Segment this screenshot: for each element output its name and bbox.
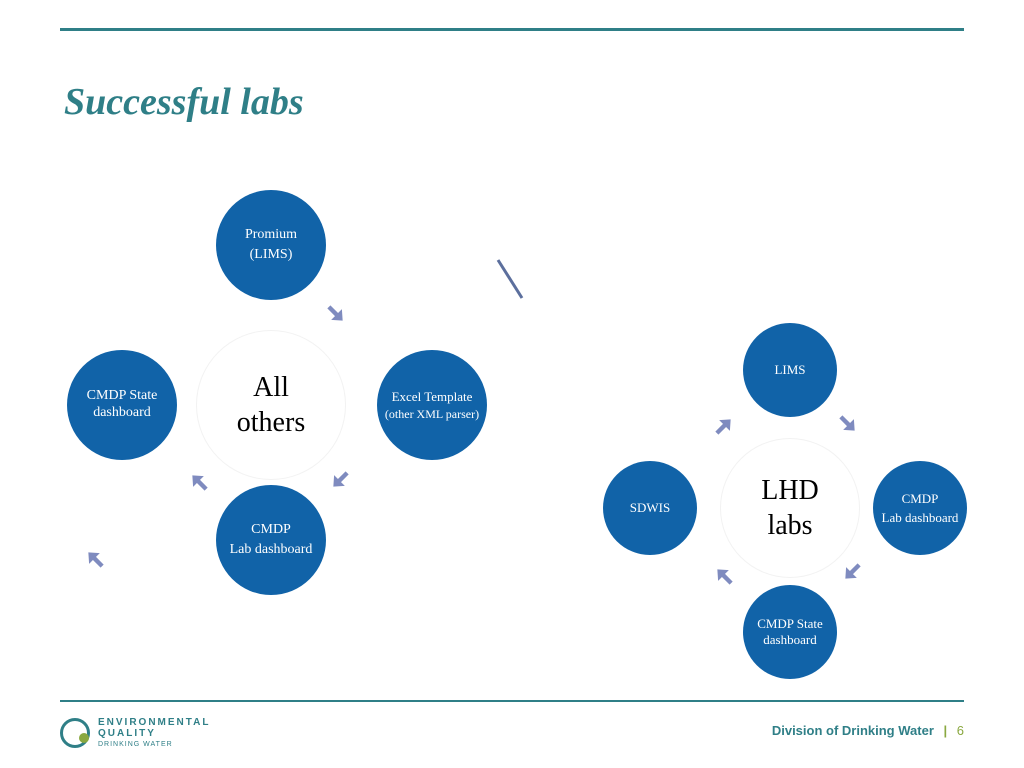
logo-line1: ENVIRONMENTAL <box>98 717 210 728</box>
text: (other XML parser) <box>381 407 483 421</box>
separator: | <box>944 723 948 738</box>
text: All <box>253 372 289 404</box>
arrow-icon <box>317 295 354 332</box>
node-lims: LIMS <box>743 323 837 417</box>
text: Lab dashboard <box>222 542 321 559</box>
arrow-icon <box>323 461 360 498</box>
arrow-icon <box>829 405 866 442</box>
text: Excel Template <box>386 389 479 405</box>
arrow-icon <box>182 465 219 502</box>
logo-line3: DRINKING WATER <box>98 741 210 748</box>
footer-logo: ENVIRONMENTAL QUALITY DRINKING WATER <box>60 717 210 748</box>
text: CMDP State dashboard <box>743 616 837 647</box>
decorative-stroke <box>494 256 528 304</box>
arrow-icon <box>78 542 115 579</box>
footer-right: Division of Drinking Water | 6 <box>772 723 964 738</box>
node-sdwis: SDWIS <box>603 461 697 555</box>
text: LHD <box>761 475 819 507</box>
text: LIMS <box>774 362 805 378</box>
text: CMDP <box>251 522 291 539</box>
arrow-icon <box>707 559 744 596</box>
text: SDWIS <box>630 500 670 516</box>
text: (LIMS) <box>250 247 293 264</box>
slide-title: Successful labs <box>64 80 304 124</box>
bottom-rule <box>60 700 964 702</box>
text: Promium <box>245 227 297 244</box>
text: labs <box>767 510 812 542</box>
node-cmdp-lab-dashboard: CMDP Lab dashboard <box>216 485 326 595</box>
logo-text: ENVIRONMENTAL QUALITY DRINKING WATER <box>98 717 210 748</box>
node-cmdp-lab-dashboard-r: CMDP Lab dashboard <box>873 461 967 555</box>
logo-mark-icon <box>60 718 90 748</box>
arrow-icon <box>705 409 742 446</box>
top-rule <box>60 28 964 31</box>
node-cmdp-state-dashboard-r: CMDP State dashboard <box>743 585 837 679</box>
logo-line2: QUALITY <box>98 728 210 739</box>
text: Lab dashboard <box>876 510 965 526</box>
arrow-icon <box>835 553 872 590</box>
node-promium: Promium (LIMS) <box>216 190 326 300</box>
right-center-lhd-labs: LHD labs <box>720 438 860 578</box>
node-excel-template: Excel Template (other XML parser) <box>377 350 487 460</box>
text: CMDP State dashboard <box>67 388 177 422</box>
left-center-all-others: All others <box>196 330 346 480</box>
page-number: 6 <box>957 723 964 738</box>
division-name: Division of Drinking Water <box>772 723 934 738</box>
text: CMDP <box>902 491 939 507</box>
node-cmdp-state-dashboard: CMDP State dashboard <box>67 350 177 460</box>
text: others <box>237 407 305 439</box>
